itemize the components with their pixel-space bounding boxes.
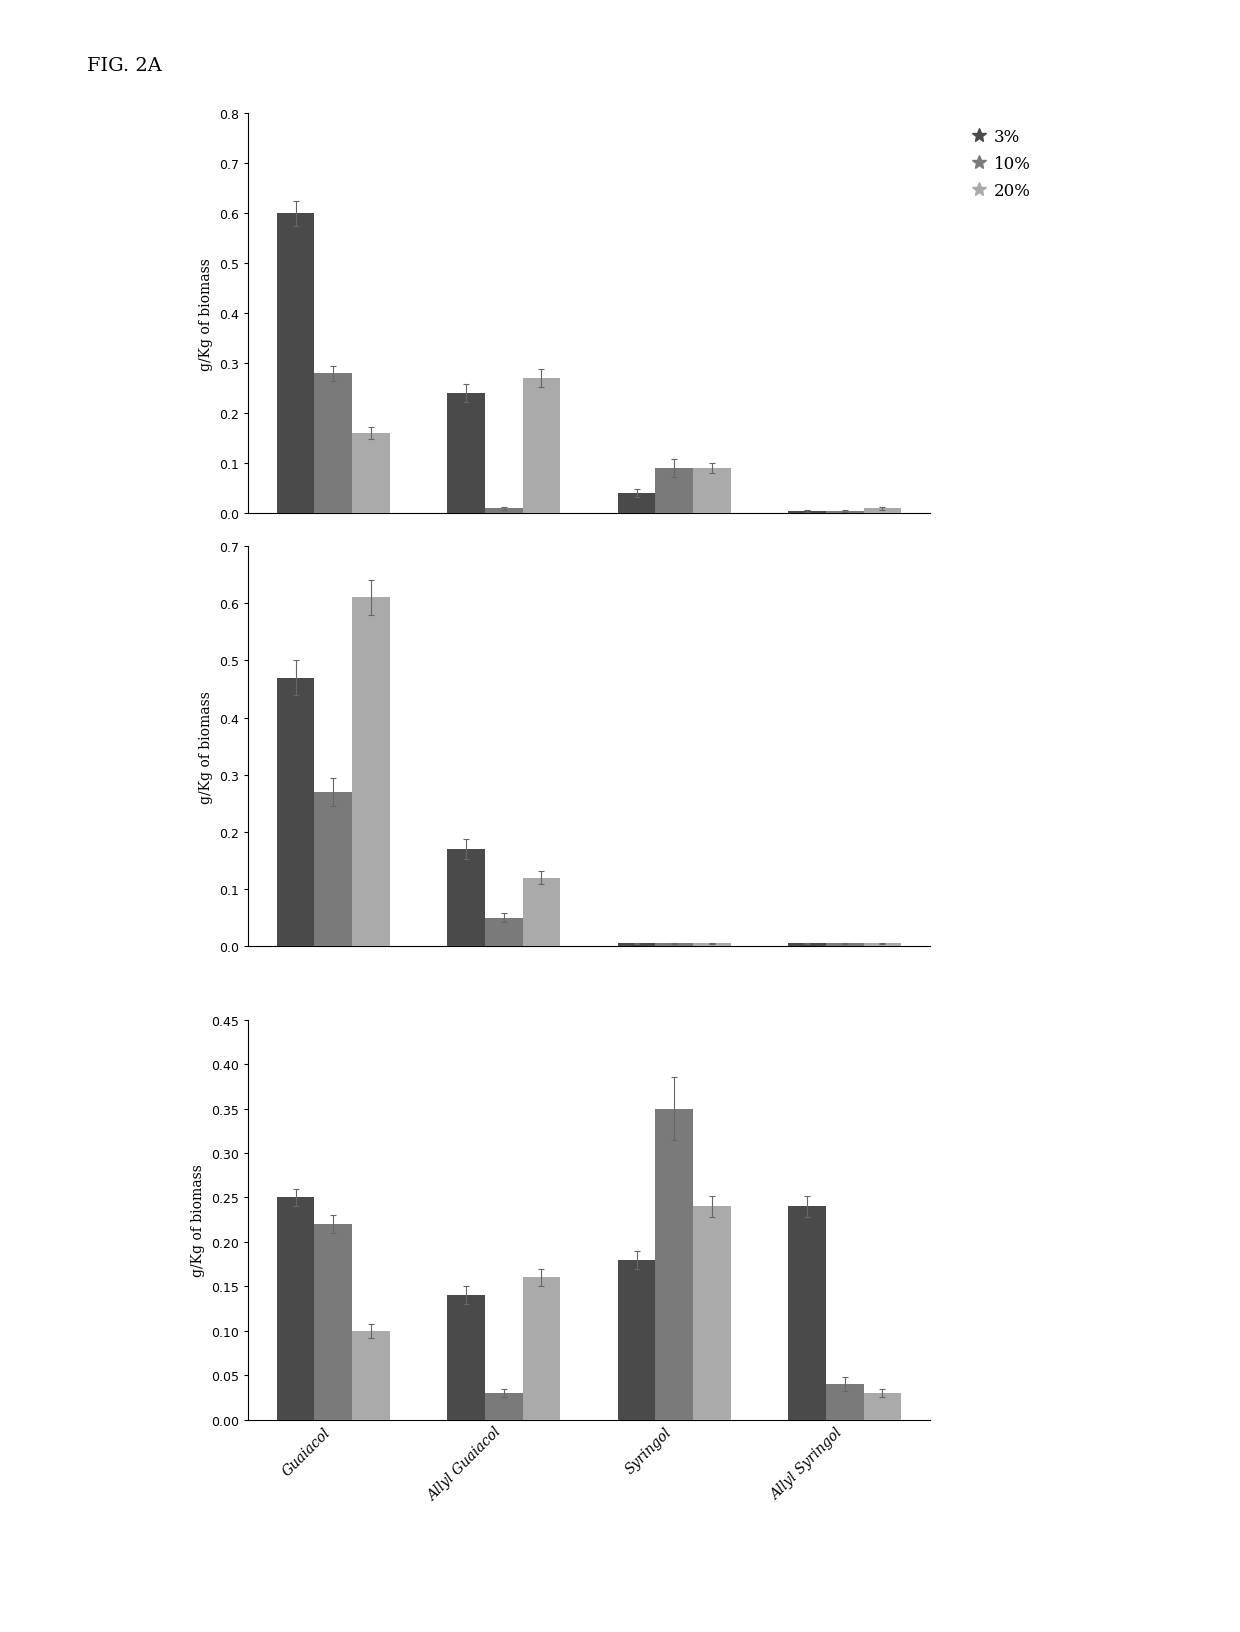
Bar	[789, 943, 826, 947]
Bar	[693, 943, 730, 947]
Bar	[485, 509, 522, 514]
Bar	[315, 374, 352, 514]
Y-axis label: g/Kg of biomass: g/Kg of biomass	[200, 258, 213, 370]
Bar	[693, 468, 730, 514]
Bar	[522, 379, 560, 514]
Bar	[826, 1384, 863, 1420]
Bar	[277, 679, 315, 947]
Y-axis label: g/Kg of biomass: g/Kg of biomass	[200, 690, 213, 803]
Bar	[826, 511, 863, 514]
Bar	[522, 1278, 560, 1420]
Text: FIG. 2A: FIG. 2A	[87, 57, 161, 75]
Bar	[789, 511, 826, 514]
Bar	[656, 1108, 693, 1420]
Bar	[352, 434, 389, 514]
Bar	[863, 943, 901, 947]
Bar	[485, 1394, 522, 1420]
Bar	[656, 943, 693, 947]
Bar	[448, 1296, 485, 1420]
Bar	[315, 792, 352, 947]
Bar	[618, 494, 656, 514]
Bar	[448, 393, 485, 514]
Bar	[485, 917, 522, 947]
Bar	[693, 1206, 730, 1420]
Bar	[448, 849, 485, 947]
Bar	[863, 1394, 901, 1420]
Bar	[618, 943, 656, 947]
Bar	[656, 468, 693, 514]
Bar	[315, 1224, 352, 1420]
Bar	[863, 509, 901, 514]
Legend: 3%, 10%, 20%: 3%, 10%, 20%	[966, 122, 1038, 207]
Y-axis label: g/Kg of biomass: g/Kg of biomass	[191, 1164, 206, 1276]
Bar	[618, 1260, 656, 1420]
Bar	[789, 1206, 826, 1420]
Bar	[826, 943, 863, 947]
Bar	[277, 214, 315, 514]
Bar	[522, 878, 560, 947]
Bar	[352, 1332, 389, 1420]
Bar	[277, 1198, 315, 1420]
Bar	[352, 597, 389, 947]
